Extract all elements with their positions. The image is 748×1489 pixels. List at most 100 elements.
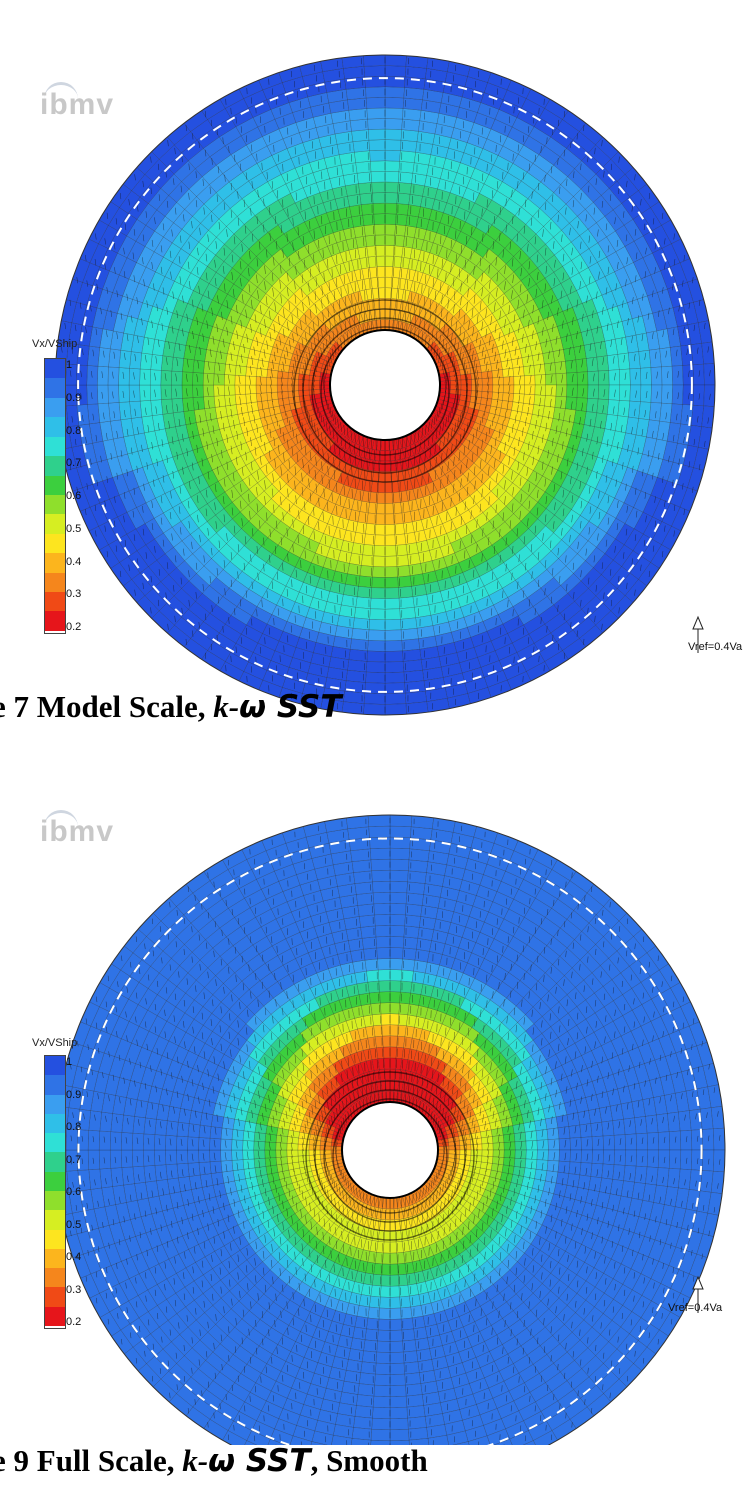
contour-cell — [366, 650, 386, 663]
contour-cell — [308, 384, 320, 391]
contour-cell — [139, 368, 151, 386]
contour-cell — [523, 365, 536, 377]
colorbar-segment — [45, 611, 65, 631]
colorbar-segment — [45, 417, 65, 437]
contour-cell — [555, 372, 568, 386]
contour-cell — [377, 266, 386, 278]
contour-cell — [107, 366, 120, 386]
contour-cell — [86, 384, 99, 405]
contour-cell — [375, 245, 386, 257]
contour-cell — [353, 225, 366, 238]
contour-cell — [384, 534, 396, 546]
contour-cell — [545, 373, 557, 386]
contour-cell — [357, 246, 369, 259]
colorbar-title: Vx/VShip — [32, 338, 78, 350]
contour-cell — [407, 204, 421, 218]
colorbar-segment — [45, 572, 65, 593]
contour-cell — [492, 384, 504, 393]
contour-cell — [384, 276, 393, 289]
contour-cell — [502, 392, 514, 403]
colorbar — [44, 358, 66, 634]
contour-cell — [202, 372, 215, 386]
contour-cell — [587, 370, 599, 386]
contour-cell — [352, 617, 370, 631]
reference-vector-label: Vref=0.4Va — [688, 641, 743, 653]
contour-cell — [693, 363, 705, 386]
contour-cell — [351, 214, 365, 228]
contour-cell — [363, 65, 386, 77]
contour-cell — [128, 384, 141, 402]
contour-cell — [400, 129, 419, 142]
contour-cell — [650, 384, 663, 404]
contour-cell — [287, 378, 299, 386]
contour-cell — [351, 129, 370, 142]
contour-cell — [384, 107, 404, 120]
colorbar-tick-label: 1 — [66, 359, 73, 371]
contour-cell — [365, 97, 386, 109]
contour-cell — [266, 391, 279, 401]
contour-cell — [576, 384, 589, 399]
contour-cell — [368, 619, 386, 631]
contour-cell — [459, 1144, 472, 1151]
contour-cell — [403, 670, 425, 683]
contour-cell — [97, 365, 109, 386]
contour-cell — [671, 365, 684, 386]
contour-cell — [234, 365, 247, 377]
contour-cell — [373, 545, 386, 557]
contour-cell — [376, 255, 386, 267]
contour-cell — [492, 377, 504, 386]
contour-cell — [97, 402, 111, 423]
contour-cell — [384, 234, 396, 246]
contour-cell — [370, 587, 386, 599]
contour-cell — [384, 287, 392, 299]
contour-cell — [213, 373, 225, 386]
contour-cell — [150, 384, 162, 401]
contour-cell — [384, 481, 393, 494]
colorbar-tick-label: 0.8 — [66, 424, 82, 437]
colorbar-tick-label: 0.3 — [66, 588, 82, 601]
contour-cell — [379, 460, 386, 472]
contour-cell — [86, 365, 99, 386]
contour-cell — [402, 97, 423, 111]
contour-cell — [384, 661, 405, 673]
colorbar-segment — [45, 397, 65, 418]
contour-cell — [118, 384, 130, 403]
contour-cell — [661, 384, 673, 405]
contour-cell — [367, 118, 386, 130]
colorbar-segment — [45, 553, 65, 573]
colorbar-segment — [45, 494, 65, 515]
contour-cell — [384, 555, 398, 568]
contour-cell — [369, 150, 386, 162]
contour-cell — [384, 513, 395, 525]
contour-cell — [374, 224, 386, 236]
contour-cell — [171, 370, 183, 386]
contour-cell — [372, 202, 386, 215]
contour-cell — [160, 384, 172, 400]
contour-cell — [659, 402, 673, 423]
contour-cell — [181, 371, 194, 386]
contour-cell — [107, 384, 120, 404]
contour-cell — [372, 192, 386, 204]
contour-cell — [598, 384, 610, 400]
contour-cell — [384, 587, 400, 599]
contour-cell — [533, 363, 546, 376]
contour-cell — [377, 492, 386, 504]
contour-cell — [566, 372, 578, 386]
contour-cell — [399, 607, 416, 620]
contour-cell — [384, 450, 391, 462]
contour-cell — [384, 86, 405, 99]
contour-cell — [608, 369, 620, 386]
contour-cell — [371, 576, 386, 589]
contour-cell — [384, 524, 396, 536]
contour-cell — [384, 97, 405, 109]
contour-cell — [401, 638, 420, 652]
contour-cell — [400, 617, 418, 631]
contour-cell — [374, 234, 386, 246]
colorbar-tick-label: 0.5 — [66, 522, 82, 535]
contour-cell — [403, 521, 415, 535]
contour-cell — [87, 403, 100, 425]
contour-cell — [368, 629, 386, 642]
contour-cell — [372, 566, 386, 578]
contour-cell — [266, 377, 278, 386]
contour-cell — [370, 171, 386, 183]
